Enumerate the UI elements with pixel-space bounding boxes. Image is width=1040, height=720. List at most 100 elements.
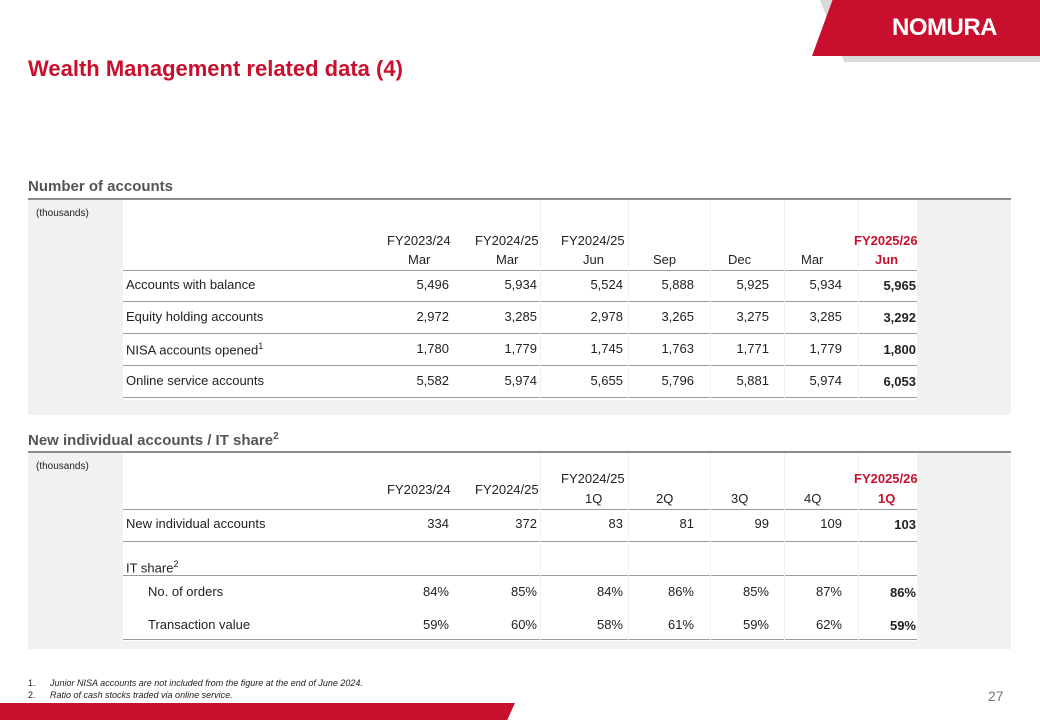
footnote-2: 2. Ratio of cash stocks traded via online… <box>28 690 233 700</box>
accounts-row-rule <box>711 397 784 398</box>
accounts-row-rule <box>859 301 917 302</box>
accounts-row-rule <box>541 397 628 398</box>
it_share-block <box>785 453 858 641</box>
accounts-row-rule <box>629 365 710 366</box>
accounts-cell-value: 5,925 <box>736 277 769 292</box>
nomura-logo: NOMURA <box>892 14 998 41</box>
it_share-cell-value: 334 <box>427 516 449 531</box>
accounts-cell-value: 3,275 <box>736 309 769 324</box>
accounts-row-rule <box>785 365 858 366</box>
it_share-row-rule <box>859 575 917 576</box>
accounts-col-sub-header: Sep <box>653 252 677 267</box>
accounts-row-label: Accounts with balance <box>126 277 256 292</box>
page-number: 27 <box>988 688 1004 704</box>
it_share-cell-value: 84% <box>422 584 449 599</box>
accounts-col-sub-header: Mar <box>801 252 824 267</box>
accounts-header-rule <box>785 270 858 271</box>
it_share-cell-value: 372 <box>515 516 537 531</box>
accounts-row-label: Online service accounts <box>126 373 265 388</box>
bottom-red-bar <box>0 703 515 720</box>
accounts-row-rule <box>629 301 710 302</box>
accounts-cell-value: 1,745 <box>590 341 623 356</box>
it_share-row-label: Transaction value <box>148 617 251 632</box>
accounts-header-rule <box>859 270 917 271</box>
it_share-header-rule <box>541 509 628 510</box>
accounts-col-sub-header: Mar <box>496 252 519 267</box>
it_share-row-rule <box>629 541 710 542</box>
accounts-section-title: Number of accounts <box>28 178 174 195</box>
it_share-header-rule <box>711 509 784 510</box>
accounts-row-rule <box>859 365 917 366</box>
it_share-row-rule <box>541 541 628 542</box>
accounts-cell-value: 5,888 <box>661 277 694 292</box>
it_share-header-rule <box>859 509 917 510</box>
accounts-col-fy-header: FY2024/25 <box>561 233 625 248</box>
it_share-col-fy-header: FY2024/25 <box>561 471 625 486</box>
accounts-col-sub-header: Jun <box>875 252 899 267</box>
it_share-col-sub-header: 1Q <box>878 491 896 506</box>
accounts-row-rule <box>859 397 917 398</box>
it_share-cell-value: 84% <box>596 584 623 599</box>
it_share-col-sub-header: 1Q <box>585 491 603 506</box>
accounts-header-rule <box>711 270 784 271</box>
accounts-cell-value: 3,285 <box>504 309 537 324</box>
accounts-row-label: NISA accounts opened1 <box>126 341 264 358</box>
it_share-block <box>123 453 540 641</box>
it_share-cell-value: 59% <box>742 617 769 632</box>
accounts-cell-value: 1,780 <box>416 341 449 356</box>
accounts-block <box>541 200 628 400</box>
logo-red-band <box>812 0 1040 56</box>
accounts-cell-value: 3,265 <box>661 309 694 324</box>
accounts-row-rule <box>123 333 540 334</box>
accounts-row-rule <box>123 301 540 302</box>
it_share-row-rule <box>859 639 917 640</box>
accounts-row-rule <box>629 397 710 398</box>
accounts-cell-value: 5,796 <box>661 373 694 388</box>
accounts-row-rule <box>859 333 917 334</box>
accounts-header-rule <box>541 270 628 271</box>
it_share-block <box>629 453 710 641</box>
accounts-table: (thousands) FY2023/24 FY2024/25 FY2024/25 FY… <box>28 200 1011 415</box>
page-title: Wealth Management related data (4) <box>28 56 403 81</box>
it-share-section-title: New individual accounts / IT share2 <box>28 431 279 449</box>
accounts-unit: (thousands) <box>36 208 89 219</box>
accounts-col-fy-header: FY2023/24 <box>387 233 451 248</box>
accounts-block <box>711 200 784 400</box>
accounts-col-fy-header: FY2025/26 <box>854 233 918 248</box>
accounts-cell-value: 2,978 <box>590 309 623 324</box>
it_share-header-rule <box>785 509 858 510</box>
it_share-cell-value: 87% <box>815 584 842 599</box>
it_share-row-rule <box>541 575 628 576</box>
it_share-row-rule <box>785 575 858 576</box>
it_share-row-label: No. of orders <box>148 584 224 599</box>
it_share-block <box>859 453 917 641</box>
accounts-cell-value: 1,771 <box>736 341 769 356</box>
accounts-cell-value: 1,779 <box>809 341 842 356</box>
it_share-cell-value: 59% <box>422 617 449 632</box>
accounts-row-rule <box>711 301 784 302</box>
accounts-row-rule <box>541 301 628 302</box>
it_share-col-fy-header: FY2025/26 <box>854 471 918 486</box>
accounts-col-fy-header: FY2024/25 <box>475 233 539 248</box>
it_share-row-rule <box>541 639 628 640</box>
it_share-cell-value: 83 <box>608 516 623 531</box>
it_share-cell-value: 109 <box>820 516 842 531</box>
it_share-col-sub-header: 2Q <box>656 491 674 506</box>
it_share-unit: (thousands) <box>36 461 89 472</box>
it_share-row-rule <box>629 575 710 576</box>
accounts-cell-value: 1,779 <box>504 341 537 356</box>
accounts-block <box>785 200 858 400</box>
it_share-cell-value: 85% <box>742 584 769 599</box>
accounts-cell-value: 5,496 <box>416 277 449 292</box>
it_share-cell-value: 86% <box>889 585 916 600</box>
accounts-cell-value: 5,582 <box>416 373 449 388</box>
it_share-col-fy-header: FY2023/24 <box>387 482 451 497</box>
accounts-col-sub-header: Mar <box>408 252 431 267</box>
it-share-table: (thousands) FY2023/24 FY2024/25 FY2024/25 FY… <box>28 453 1011 649</box>
it_share-cell-value: 86% <box>667 584 694 599</box>
accounts-row-rule <box>123 365 540 366</box>
it_share-cell-value: 99 <box>754 516 769 531</box>
footnote-1: 1. Junior NISA accounts are not included … <box>28 678 363 688</box>
accounts-col-sub-header: Dec <box>728 252 752 267</box>
it_share-col-sub-header: 4Q <box>804 491 822 506</box>
